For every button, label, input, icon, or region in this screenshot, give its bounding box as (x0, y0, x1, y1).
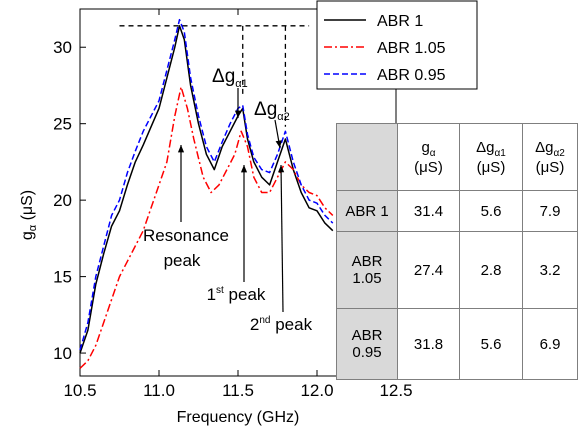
delta1-arrow-head (234, 110, 242, 118)
series-line-abr-1 (79, 25, 334, 354)
resonance-label-line1: Resonance (143, 226, 229, 245)
table-cell: 31.8 (397, 308, 460, 380)
x-tick-label: 11.5 (222, 381, 254, 400)
delta-g-alpha2-label: Δgα2 (254, 99, 290, 123)
second-peak-arrow-shaft (280, 164, 284, 313)
legend-label-abr-0-95: ABR 0.95 (377, 67, 446, 84)
header-sub: α1 (494, 147, 506, 159)
y-axis-title: gα (μS) (19, 190, 39, 240)
delta2-arrow-head (275, 140, 282, 148)
table-header-g-alpha: gα (μS) (397, 123, 460, 191)
table-cell: 3.2 (522, 231, 578, 309)
table-header-delta-g-alpha1: Δgα1 (μS) (459, 123, 523, 191)
header-sub: α (429, 147, 436, 159)
table-row: ABR 1 31.4 5.6 7.9 (336, 190, 578, 232)
second-peak-label: 2nd peak (250, 315, 313, 334)
x-axis-title: Frequency (GHz) (177, 409, 300, 426)
header-unit: (μS) (535, 158, 565, 176)
reference-lines (119, 25, 310, 127)
header-label: g (421, 138, 430, 156)
table-row: ABR 0.95 31.8 5.6 6.9 (336, 308, 578, 380)
table-cell: 7.9 (522, 190, 578, 232)
series-line-abr-1-05 (79, 86, 334, 369)
resonance-arrow-head (177, 145, 185, 153)
header-unit: (μS) (476, 158, 506, 176)
y-tick-label: 25 (53, 115, 72, 134)
table-row: ABR 1.05 27.4 2.8 3.2 (336, 231, 578, 309)
header-label: Δg (476, 138, 495, 156)
table-row-header: ABR 1.05 (336, 231, 398, 309)
legend: ABR 1 ABR 1.05 ABR 0.95 (316, 0, 478, 90)
header-unit: (μS) (414, 158, 443, 176)
first-peak-label: 1st peak (207, 285, 266, 304)
legend-label-abr-1-05: ABR 1.05 (377, 40, 446, 57)
header-label: Δg (535, 138, 554, 156)
series-line-abr-0-95 (79, 18, 334, 351)
tick-labels: 10.5 11.0 11.5 12.0 12.5 10 15 20 25 30 (53, 38, 412, 400)
second-peak-arrow-head (278, 165, 285, 173)
first-peak-arrow-head (240, 165, 248, 173)
table-cell: 5.6 (459, 190, 523, 232)
x-tick-label: 12.5 (379, 381, 412, 400)
legend-label-abr-1: ABR 1 (377, 13, 423, 30)
series-lines (79, 18, 334, 369)
y-tick-label: 30 (53, 38, 72, 57)
header-sub: α2 (553, 147, 565, 159)
table-cell: 31.4 (397, 190, 460, 232)
table-cell: 2.8 (459, 231, 523, 309)
summary-table: gα (μS) Δgα1 (μS) Δgα2 (μS) ABR 1 31.4 5… (336, 123, 578, 380)
table-header-row: gα (μS) Δgα1 (μS) Δgα2 (μS) (336, 123, 578, 191)
x-tick-label: 12.0 (300, 381, 333, 400)
x-tick-label: 11.0 (143, 381, 175, 400)
table-corner-cell (336, 123, 398, 191)
table-cell: 6.9 (522, 308, 578, 380)
annotation-arrows (177, 88, 285, 313)
table-row-header: ABR 0.95 (336, 308, 398, 380)
table-cell: 5.6 (459, 308, 523, 380)
y-tick-label: 10 (53, 344, 72, 363)
x-tick-label: 10.5 (63, 381, 96, 400)
resonance-label-line2: peak (164, 251, 201, 270)
y-tick-label: 15 (53, 268, 72, 287)
table-cell: 27.4 (397, 231, 460, 309)
delta-g-alpha1-label: Δgα1 (212, 66, 248, 90)
table-row-header: ABR 1 (336, 190, 398, 232)
table-header-delta-g-alpha2: Δgα2 (μS) (522, 123, 578, 191)
y-tick-label: 20 (53, 191, 72, 210)
